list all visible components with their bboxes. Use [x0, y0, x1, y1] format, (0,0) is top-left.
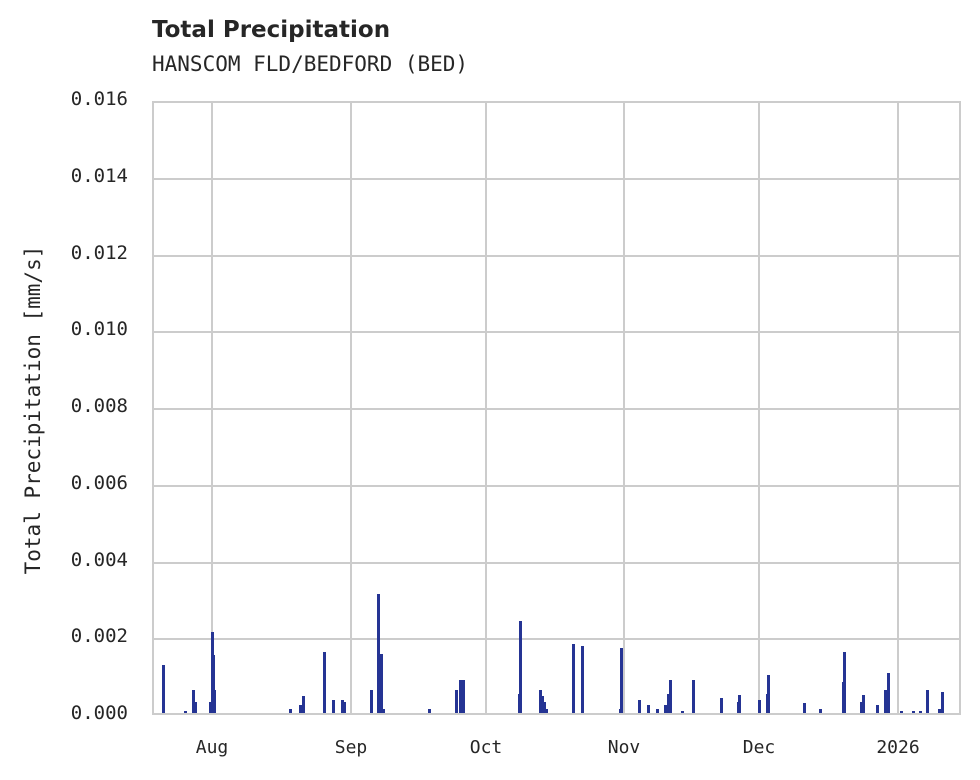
gridline-horizontal: [154, 561, 959, 564]
gridline-vertical: [485, 103, 487, 713]
gridline-vertical: [897, 103, 899, 713]
precipitation-bar: [843, 651, 846, 713]
x-tick-label: Nov: [607, 737, 641, 758]
gridline-vertical: [758, 103, 760, 713]
precipitation-bar: [343, 701, 346, 713]
precipitation-bar: [758, 699, 761, 713]
precipitation-bar: [192, 689, 195, 713]
precipitation-bar: [884, 689, 887, 713]
precipitation-bar: [803, 703, 806, 713]
precipitation-bar: [212, 655, 215, 713]
x-tick-label: Dec: [742, 737, 776, 758]
gridline-horizontal: [154, 408, 959, 410]
gridline-horizontal: [154, 254, 959, 257]
x-tick-label: 2026: [876, 737, 920, 758]
precipitation-bar: [459, 680, 462, 713]
precipitation-bar: [428, 709, 431, 713]
gridline-horizontal: [154, 177, 959, 180]
precipitation-bar: [341, 699, 344, 713]
precipitation-bar: [941, 691, 944, 713]
precipitation-bar: [664, 705, 667, 713]
precipitation-bar: [323, 651, 326, 713]
gridline-horizontal: [154, 331, 959, 334]
x-tick-label: Aug: [195, 737, 229, 758]
precipitation-bar: [681, 711, 684, 713]
y-tick-label: 0.014: [70, 164, 128, 187]
precipitation-bar: [380, 653, 383, 713]
precipitation-bar: [647, 705, 650, 713]
y-tick-label: 0.012: [70, 241, 128, 264]
precipitation-bar: [900, 711, 903, 713]
precipitation-bar: [194, 701, 197, 713]
x-tick-label: Sep: [334, 737, 368, 758]
precipitation-bar: [656, 709, 659, 713]
y-tick-label: 0.006: [70, 471, 128, 494]
precipitation-bar: [938, 709, 941, 713]
precipitation-bar: [572, 643, 575, 713]
precipitation-bar: [377, 594, 380, 713]
gridline-vertical: [623, 103, 625, 713]
precipitation-bar: [860, 701, 863, 713]
precipitation-bar: [919, 711, 922, 713]
precipitation-bar: [209, 701, 212, 713]
precipitation-bar: [926, 689, 929, 713]
precipitation-bar: [667, 693, 670, 713]
precipitation-bar: [299, 705, 302, 713]
precipitation-bar: [519, 620, 522, 713]
chart-subtitle: HANSCOM FLD/BEDFORD (BED): [152, 52, 469, 76]
y-tick-label: 0.016: [70, 88, 128, 110]
precipitation-bar: [638, 699, 641, 713]
precipitation-bar: [455, 689, 458, 713]
precipitation-bar: [462, 680, 465, 713]
precipitation-bar: [819, 709, 822, 713]
precipitation-bar: [382, 709, 385, 713]
y-tick-label: 0.002: [70, 625, 128, 648]
precipitation-bar: [620, 647, 623, 713]
precipitation-bar: [862, 694, 865, 713]
precipitation-bar: [302, 695, 305, 713]
gridline-horizontal: [154, 638, 959, 641]
y-tick-label: 0.010: [70, 318, 128, 341]
precipitation-bar: [289, 709, 292, 713]
y-tick-label: 0.004: [70, 548, 128, 571]
x-tick-label: Oct: [469, 737, 503, 758]
precipitation-bar: [539, 689, 542, 713]
gridline-vertical: [350, 103, 352, 713]
precipitation-bar: [912, 711, 915, 713]
gridline-vertical: [211, 103, 213, 713]
plot-area: [152, 101, 961, 715]
precipitation-bar: [767, 674, 770, 713]
precipitation-bar: [887, 672, 890, 713]
precipitation-bar: [692, 680, 695, 713]
precipitation-bar: [669, 680, 672, 713]
precipitation-bar: [541, 695, 544, 713]
precipitation-bar: [332, 699, 335, 713]
precipitation-bar: [162, 665, 165, 713]
precipitation-bar: [581, 645, 584, 713]
precipitation-bar: [213, 689, 216, 713]
y-tick-label: 0.000: [70, 702, 128, 724]
precipitation-bar: [184, 711, 187, 713]
precipitation-bar: [545, 709, 548, 713]
precipitation-bar: [543, 701, 546, 713]
precipitation-bar: [370, 689, 373, 713]
y-tick-label: 0.008: [70, 395, 128, 417]
precipitation-bar: [720, 697, 723, 713]
precipitation-bar: [738, 694, 741, 713]
precipitation-bar: [876, 705, 879, 713]
gridline-horizontal: [154, 484, 959, 487]
chart-title: Total Precipitation: [152, 17, 391, 43]
